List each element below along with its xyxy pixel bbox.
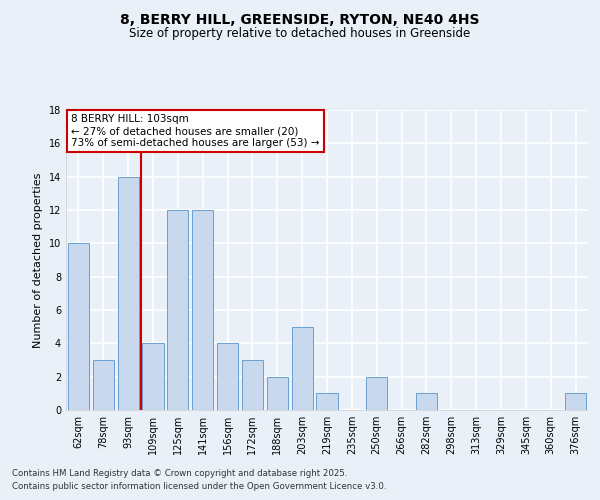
Bar — [316, 394, 338, 410]
Text: 8 BERRY HILL: 103sqm
← 27% of detached houses are smaller (20)
73% of semi-detac: 8 BERRY HILL: 103sqm ← 27% of detached h… — [71, 114, 320, 148]
Text: Contains public sector information licensed under the Open Government Licence v3: Contains public sector information licen… — [12, 482, 386, 491]
Bar — [267, 376, 288, 410]
Bar — [292, 326, 313, 410]
Bar — [167, 210, 188, 410]
Bar — [416, 394, 437, 410]
Bar — [217, 344, 238, 410]
Bar — [242, 360, 263, 410]
Bar — [565, 394, 586, 410]
Text: Contains HM Land Registry data © Crown copyright and database right 2025.: Contains HM Land Registry data © Crown c… — [12, 468, 347, 477]
Text: Size of property relative to detached houses in Greenside: Size of property relative to detached ho… — [130, 28, 470, 40]
Bar — [366, 376, 387, 410]
Bar — [118, 176, 139, 410]
Bar — [192, 210, 213, 410]
Bar — [68, 244, 89, 410]
Bar — [93, 360, 114, 410]
Y-axis label: Number of detached properties: Number of detached properties — [33, 172, 43, 348]
Bar — [142, 344, 164, 410]
Text: 8, BERRY HILL, GREENSIDE, RYTON, NE40 4HS: 8, BERRY HILL, GREENSIDE, RYTON, NE40 4H… — [120, 12, 480, 26]
